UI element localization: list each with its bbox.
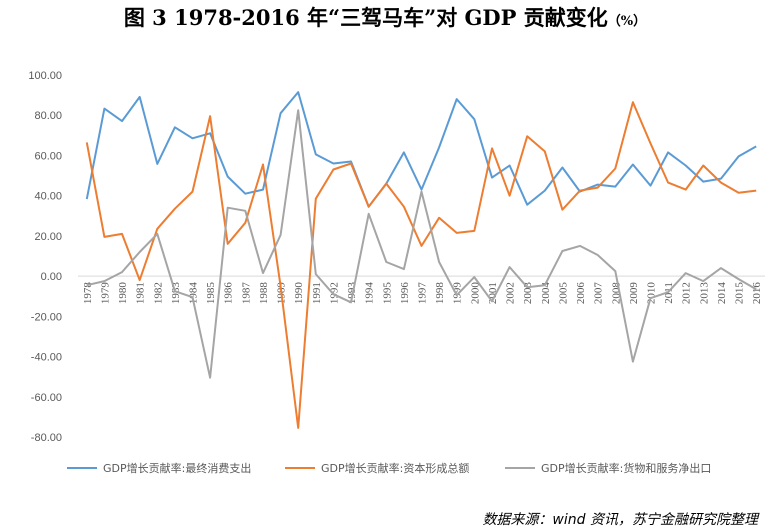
x-tick-label: 2016 [751, 282, 763, 305]
y-tick-label: -80.00 [31, 432, 62, 444]
x-tick-label: 1994 [364, 282, 376, 305]
x-tick-label: 1992 [328, 282, 340, 304]
x-tick-label: 1998 [434, 282, 446, 305]
x-tick-label: 1991 [311, 282, 323, 304]
chart-title-unit: （%） [607, 14, 647, 29]
y-tick-label: 20.00 [34, 231, 62, 243]
y-axis-ticks: 100.00 80.00 60.00 40.00 20.00 0.00 -20.00 -40.… [28, 70, 62, 444]
legend-label: GDP增长贡献率:货物和服务净出口 [541, 461, 711, 475]
x-tick-label: 1990 [293, 282, 305, 305]
series-line-3 [86, 109, 757, 379]
x-axis-ticks: 1978 1979 1980 1981 1982 1983 1984 1985 1986 1987… [82, 282, 763, 305]
series-line-2 [85, 101, 757, 429]
x-tick-label: 1997 [417, 282, 429, 305]
x-tick-label: 2013 [698, 282, 710, 305]
x-tick-label: 2012 [681, 282, 693, 304]
x-tick-label: 2007 [593, 282, 605, 305]
series-line-1 [85, 91, 757, 208]
x-tick-label: 2010 [646, 282, 658, 305]
x-tick-label: 1985 [205, 282, 217, 305]
y-tick-label: 80.00 [34, 110, 62, 122]
legend: GDP增长贡献率:最终消费支出 GDP增长贡献率:资本形成总额 GDP增长贡献率:货… [67, 461, 711, 475]
x-tick-label: 1988 [258, 282, 270, 305]
x-tick-label: 2006 [575, 282, 587, 305]
y-tick-label: -60.00 [31, 392, 62, 404]
x-tick-label: 1987 [240, 282, 252, 305]
chart-title-main: 图 3 1978-2016 年“三驾马车”对 GDP 贡献变化 [123, 5, 608, 30]
x-tick-label: 1980 [117, 282, 129, 305]
y-tick-label: 60.00 [34, 150, 62, 162]
y-tick-label: -20.00 [31, 311, 62, 323]
x-tick-label: 1979 [99, 282, 111, 305]
y-tick-label: 0.00 [41, 271, 62, 283]
x-tick-label: 1984 [188, 282, 200, 305]
legend-label: GDP增长贡献率:最终消费支出 [103, 461, 251, 475]
series-lines [85, 91, 757, 429]
x-tick-label: 2009 [628, 282, 640, 305]
x-tick-label: 1982 [152, 282, 164, 304]
x-tick-label: 2014 [716, 282, 728, 305]
x-tick-label: 2000 [469, 282, 481, 305]
legend-label: GDP增长贡献率:资本形成总额 [321, 461, 469, 475]
data-source-note: 数据来源：wind 资讯，苏宁金融研究院整理 [482, 512, 758, 528]
y-tick-label: 40.00 [34, 191, 62, 203]
y-tick-label: -40.00 [31, 352, 62, 364]
x-tick-label: 1995 [381, 282, 393, 305]
y-tick-label: 100.00 [28, 70, 62, 82]
x-tick-label: 2004 [540, 282, 552, 305]
x-tick-label: 2015 [734, 282, 746, 305]
chart-title: 图 3 1978-2016 年“三驾马车”对 GDP 贡献变化（%） [0, 2, 770, 32]
x-tick-label: 2005 [557, 282, 569, 305]
x-tick-label: 2002 [505, 282, 517, 304]
x-tick-label: 1986 [223, 282, 235, 305]
x-tick-label: 1996 [399, 282, 411, 305]
x-tick-label: 1978 [82, 282, 94, 305]
x-tick-label: 1981 [135, 282, 147, 304]
